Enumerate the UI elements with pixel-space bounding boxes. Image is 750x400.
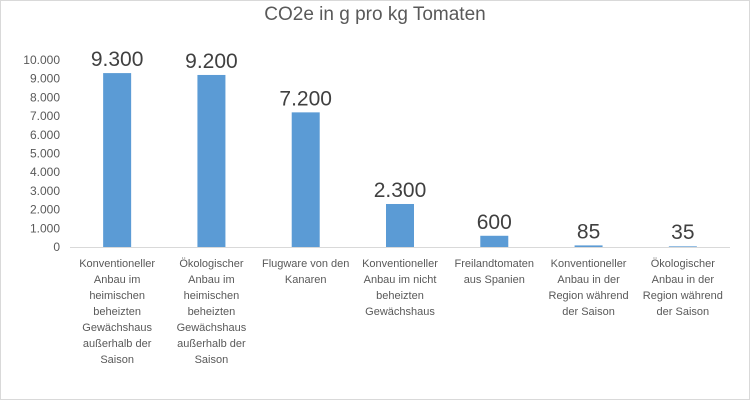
category-label: Freilandtomaten aus Spanien	[454, 258, 535, 286]
data-label: 2.300	[374, 179, 427, 202]
y-tick-label: 0	[53, 240, 60, 254]
y-tick-label: 5.000	[30, 147, 60, 161]
bar	[386, 203, 414, 247]
data-label: 9.300	[91, 48, 144, 71]
y-tick-label: 8.000	[30, 90, 60, 104]
data-label: 600	[477, 211, 512, 234]
category-label: Konventioneller Anbau im heimischen behe…	[79, 258, 156, 366]
category-label: Ökologischer Anbau im heimischen beheizt…	[176, 258, 247, 366]
y-tick-label: 4.000	[30, 165, 60, 179]
bar	[197, 74, 226, 248]
category-label: Flugware von den Kanaren	[261, 258, 350, 286]
y-tick-label: 2.000	[30, 203, 60, 217]
bar	[291, 112, 320, 247]
chart-title: CO2e in g pro kg Tomaten	[264, 4, 486, 25]
data-label: 7.200	[279, 87, 332, 110]
category-label: Konventioneller Anbau im nicht beheizten…	[362, 258, 438, 318]
data-labels: 9.300 9.200 7.200 2.300 600 85 35	[91, 48, 695, 244]
bar	[480, 235, 509, 247]
bar	[574, 245, 603, 247]
data-label: 35	[671, 221, 694, 244]
y-tick-label: 9.000	[30, 72, 60, 86]
y-axis-ticks: 0 1.000 2.000 3.000 4.000 5.000 6.000 7.000 8.00…	[23, 53, 60, 254]
y-tick-label: 7.000	[30, 109, 60, 123]
y-tick-label: 10.000	[23, 53, 60, 67]
bar	[103, 73, 132, 247]
data-label: 85	[577, 220, 600, 243]
category-label: Konventioneller Anbau in der Region währ…	[548, 258, 629, 318]
y-tick-label: 6.000	[30, 128, 60, 142]
bar	[668, 246, 697, 247]
y-tick-label: 3.000	[30, 184, 60, 198]
y-tick-label: 1.000	[30, 221, 60, 235]
bars	[103, 73, 697, 248]
category-label: Ökologischer Anbau in der Region während…	[642, 258, 723, 318]
data-label: 9.200	[185, 50, 238, 73]
